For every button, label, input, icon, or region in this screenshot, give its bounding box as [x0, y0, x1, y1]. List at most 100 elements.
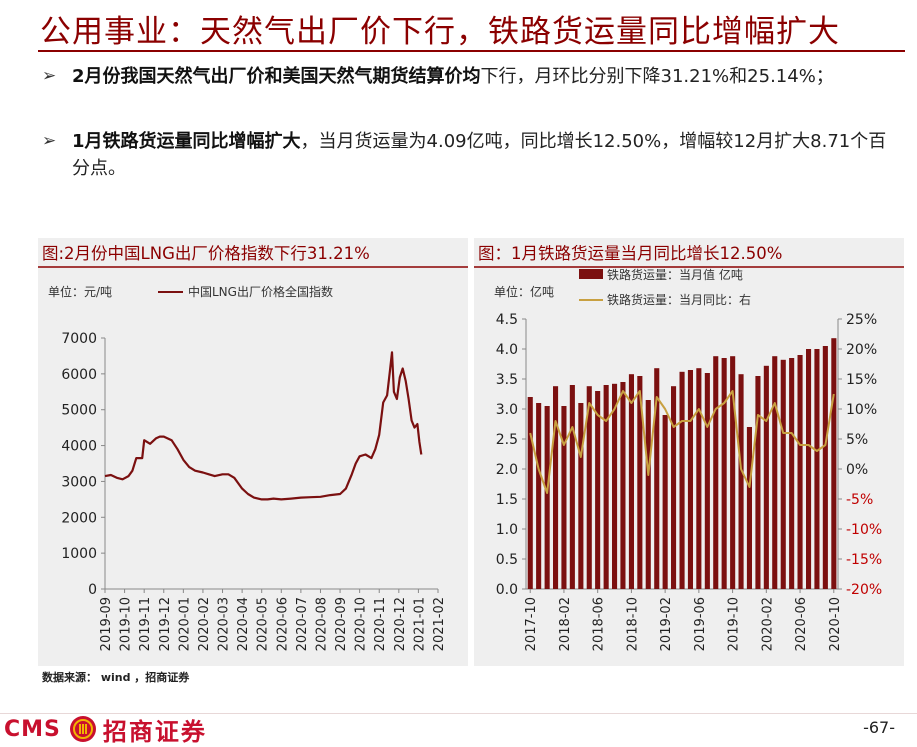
chart-2-x-tick-label: 2018-10 [625, 597, 640, 651]
chart-1-y-tick-label: 1000 [61, 546, 97, 562]
chart-2-bar [561, 406, 567, 589]
chart-1-x-tick-label: 2019-11 [138, 597, 153, 651]
chart-1-x-tick-label: 2020-02 [197, 597, 212, 651]
chart-1-x-tick-label: 2020-10 [354, 597, 369, 651]
chart-2-right-tick-label: -15% [846, 552, 882, 568]
logo-latin: CMS [4, 716, 61, 742]
chart-2-bar [527, 397, 533, 589]
chart-1-x-tick-label: 2020-05 [256, 597, 271, 651]
chart-2-left-tick-label: 0.0 [496, 582, 518, 598]
chart-2-bar [687, 370, 693, 589]
chart-2-unit-label: 单位：亿吨 [494, 284, 554, 299]
chart-2-right-tick-label: 0% [846, 462, 868, 478]
chart-2-right-tick-label: 25% [846, 312, 877, 328]
chart-2-x-tick-label: 2019-10 [727, 597, 742, 651]
chart-2-right-tick-label: -5% [846, 492, 873, 508]
chart-1-x-tick-label: 2020-09 [334, 597, 349, 651]
chart-2-right-tick-label: -10% [846, 522, 882, 538]
chart-1-y-tick-label: 3000 [61, 474, 97, 490]
chart-2-bar [612, 383, 618, 589]
chart-2-bar [713, 356, 719, 589]
chart-2-bar [797, 355, 803, 589]
chart-2-x-tick-label: 2019-06 [693, 597, 708, 651]
chart-2-bar [553, 386, 559, 589]
chart-1-x-tick-label: 2020-11 [373, 597, 388, 651]
chart-1-x-tick-label: 2020-08 [314, 597, 329, 651]
chart-2-bar [730, 356, 736, 589]
chart-2-title: 图：1月铁路货运量当月同比增长12.50% [478, 244, 782, 263]
chart-2-right-tick-label: 15% [846, 372, 877, 388]
chart-2-left-tick-label: 1.5 [496, 492, 518, 508]
rail-freight-chart: 图：1月铁路货运量当月同比增长12.50% 单位：亿吨 铁路货运量：当月值 亿吨铁路… [474, 238, 904, 666]
chart-2-right-tick-label: 20% [846, 342, 877, 358]
rail-freight-chart-panel: 图：1月铁路货运量当月同比增长12.50% 单位：亿吨 铁路货运量：当月值 亿吨 铁路… [474, 238, 904, 666]
chart-2-bar [721, 358, 727, 589]
chart-2-bar [544, 406, 550, 589]
chart-2-bar [704, 373, 710, 589]
chart-2-x-tick-label: 2018-02 [558, 597, 573, 651]
chart-1-x-tick-label: 2020-06 [275, 597, 290, 651]
page-number: -67- [863, 718, 895, 737]
chart-1-x-tick-label: 2020-07 [295, 597, 310, 651]
chart-2-bar [662, 415, 668, 589]
chart-2-bar [569, 385, 575, 589]
chart-1-series-line [104, 351, 423, 501]
chart-2-bar [738, 374, 744, 589]
title-divider [38, 50, 905, 52]
bullet-2-text: ，当月货运量为4.09亿吨，同比增长12.50%，增幅较12月扩大8.71个百分… [72, 131, 887, 179]
chart-2-bar [595, 391, 601, 589]
chart-2-x-tick-label: 2020-10 [828, 597, 843, 651]
bullet-2-bold: 1月铁路货运量同比增幅扩大 [72, 131, 301, 152]
chart-2-x-tick-label: 2019-02 [659, 597, 674, 651]
chart-2-bar [637, 376, 643, 589]
chart-2-legend-bar-label: 铁路货运量：当月值 亿吨 [607, 267, 743, 282]
chart-1-legend-label: 中国LNG出厂价格全国指数 [188, 284, 333, 299]
chart-2-bar [780, 359, 786, 589]
chart-1-background [38, 238, 468, 666]
chart-2-bar [831, 338, 837, 589]
chart-2-left-tick-label: 2.0 [496, 462, 518, 478]
chart-2-bar [789, 358, 795, 589]
lng-price-chart: 图:2月份中国LNG出厂价格指数下行31.21% 单位：元/吨 中国LNG出厂价格全… [38, 238, 468, 666]
lng-chart-panel: 图:2月份中国LNG出厂价格指数下行31.21% 单位：元/吨 中国LNG出厂价格全… [38, 238, 468, 666]
chart-1-x-tick-label: 2020-03 [217, 597, 232, 651]
emblem-icon [69, 716, 96, 742]
chart-2-left-tick-label: 0.5 [496, 552, 518, 568]
chart-1-x-tick-label: 2019-10 [119, 597, 134, 651]
chart-1-y-tick-label: 2000 [61, 510, 97, 526]
chart-2-bar [679, 371, 685, 589]
footer-divider [0, 713, 917, 714]
chart-1-title: 图:2月份中国LNG出厂价格指数下行31.21% [42, 244, 370, 263]
chart-2-bar [628, 374, 634, 589]
chart-1-x-tick-label: 2021-01 [412, 597, 427, 651]
chart-1-x-tick-label: 2019-12 [158, 597, 173, 651]
chart-1-x-tick-label: 2019-09 [99, 597, 114, 651]
chart-2-right-tick-label: 5% [846, 432, 868, 448]
chart-2-bar [814, 349, 820, 589]
chart-2-x-tick-label: 2018-06 [592, 597, 607, 651]
chart-2-legend-line-label: 铁路货运量：当月同比：右 [607, 292, 751, 307]
chart-2-legend-bar-swatch [579, 269, 603, 279]
chart-2-bar [746, 427, 752, 589]
chart-1-x-tick-label: 2020-04 [236, 597, 251, 651]
chart-2-bar [603, 385, 609, 589]
chart-1-unit-label: 单位：元/吨 [48, 284, 112, 299]
chart-2-bar [620, 382, 626, 589]
chart-2-right-tick-label: -20% [846, 582, 882, 598]
logo-chinese: 招商证券 [102, 716, 207, 746]
chart-1-x-tick-label: 2021-02 [432, 597, 447, 651]
chart-1-x-tick-label: 2020-01 [177, 597, 192, 651]
chart-2-right-tick-label: 10% [846, 402, 877, 418]
chart-2-left-tick-label: 3.5 [496, 372, 518, 388]
chart-2-bar [671, 386, 677, 589]
chart-2-left-tick-label: 4.5 [496, 312, 518, 328]
chart-2-bar [536, 403, 542, 589]
arrow-bullet-icon: ➢ [42, 131, 57, 151]
bullet-1-text: 下行，月环比分别下降31.21%和25.14%； [480, 66, 834, 87]
chart-1-y-tick-label: 4000 [61, 439, 97, 455]
chart-2-x-tick-label: 2020-06 [794, 597, 809, 651]
chart-1-y-tick-label: 6000 [61, 367, 97, 383]
chart-2-bar [654, 368, 660, 589]
arrow-bullet-icon: ➢ [42, 66, 57, 86]
chart-2-x-tick-label: 2017-10 [524, 597, 539, 651]
